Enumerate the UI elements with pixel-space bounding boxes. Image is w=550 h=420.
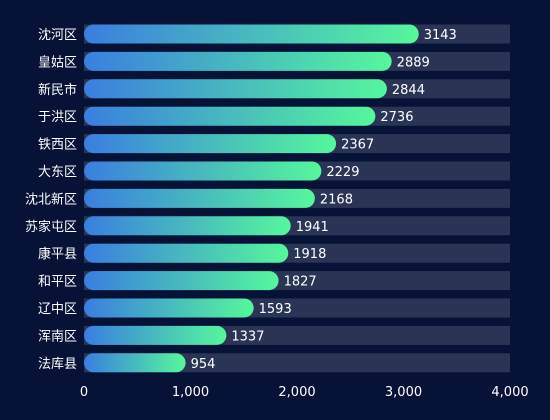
bar [84,161,322,181]
category-label: 浑南区 [38,328,77,344]
value-label: 2889 [397,55,430,70]
bar [84,353,186,373]
x-tick-label: 1,000 [172,385,209,400]
bar [84,188,315,208]
x-axis-ticks: 0 1,000 2,000 3,000 4,000 [80,385,529,400]
x-tick-label: 3,000 [385,385,422,400]
category-label: 皇姑区 [38,55,77,70]
value-label: 954 [191,357,216,372]
value-label: 2229 [326,165,359,180]
bar [84,271,279,291]
bar-track [84,353,510,373]
value-label: 2367 [341,138,374,153]
value-label: 2844 [392,83,425,98]
bar [84,51,392,71]
value-label: 1337 [231,329,264,344]
category-label: 铁西区 [38,138,77,153]
value-label: 1827 [284,275,317,290]
category-label: 沈河区 [38,28,77,43]
bars-layer: 沈河区 3143 皇姑区 2889 新民市 2844 于洪区 2736 铁西区 2367 大东区 22… [25,24,510,373]
category-label: 辽中区 [38,302,77,317]
category-label: 新民市 [38,82,77,98]
value-label: 1918 [293,247,326,262]
value-label: 1941 [296,220,329,235]
bar [84,79,387,99]
category-label: 于洪区 [38,110,77,125]
bar [84,216,291,236]
bar [84,134,337,154]
x-tick-label: 2,000 [278,385,315,400]
value-label: 2736 [380,110,413,125]
bar [84,298,254,318]
category-label: 康平县 [38,246,77,262]
bar [84,24,419,44]
category-label: 苏家屯区 [25,219,77,235]
bar [84,243,289,263]
category-label: 沈北新区 [25,191,77,207]
category-label: 大东区 [38,165,77,180]
category-label: 法库县 [38,356,77,372]
bar [84,325,227,345]
value-label: 1593 [259,302,292,317]
bar [84,106,376,126]
category-label: 和平区 [38,275,77,290]
value-label: 3143 [424,28,457,43]
x-tick-label: 4,000 [491,385,528,400]
x-tick-label: 0 [80,385,88,400]
value-label: 2168 [320,192,353,207]
